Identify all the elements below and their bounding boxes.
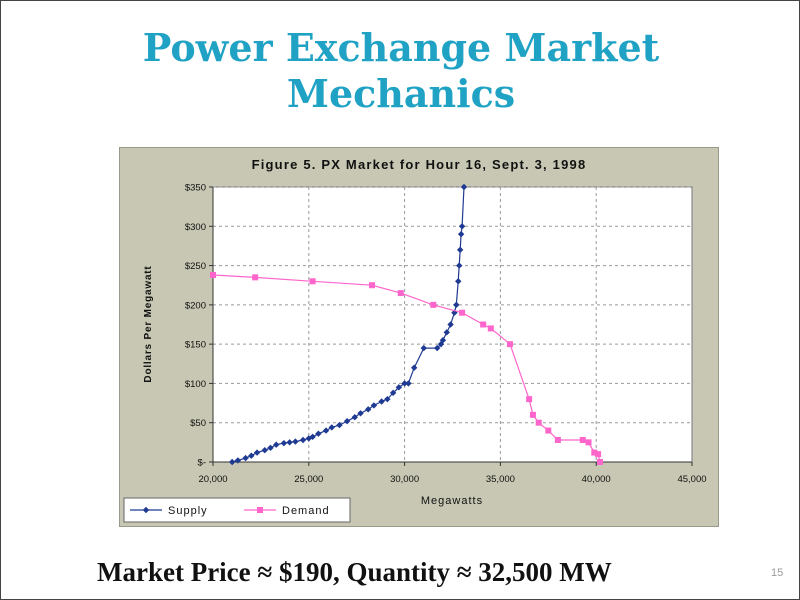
legend-demand-marker <box>257 507 263 513</box>
x-tick-label: 25,000 <box>294 474 323 485</box>
supply-point <box>286 439 293 446</box>
demand-point <box>480 321 487 328</box>
x-axis-label: Megawatts <box>421 495 483 507</box>
demand-point <box>397 290 404 297</box>
supply-point <box>439 337 447 344</box>
x-tick-label: 30,000 <box>390 474 419 485</box>
demand-point <box>506 341 513 348</box>
grid-layer <box>213 186 692 462</box>
supply-point <box>328 424 335 431</box>
demand-point <box>459 309 466 316</box>
demand-point <box>210 272 216 278</box>
supply-point <box>357 410 364 417</box>
caption: Market Price ≈ $190, Quantity ≈ 32,500 M… <box>97 557 612 587</box>
supply-point <box>410 364 418 371</box>
legend-items: Supply Demand <box>130 505 330 517</box>
supply-point <box>457 230 465 238</box>
supply-point <box>309 433 316 441</box>
chart-figure: Figure 5. PX Market for Hour 16, Sept. 3… <box>119 147 719 527</box>
demand-point <box>579 437 586 443</box>
supply-point <box>292 438 299 445</box>
demand-point <box>597 459 604 465</box>
supply-point <box>364 406 372 413</box>
chart-svg: Figure 5. PX Market for Hour 16, Sept. 3… <box>123 157 707 523</box>
supply-point <box>351 414 358 421</box>
supply-point <box>456 246 464 254</box>
demand-point <box>252 274 259 281</box>
y-tick-label: $200 <box>185 300 206 311</box>
supply-point <box>370 402 378 409</box>
y-tick-label: $100 <box>185 379 206 390</box>
supply-point <box>336 421 343 429</box>
supply-point <box>315 430 322 437</box>
demand-point <box>545 427 552 434</box>
demand-point <box>309 278 316 285</box>
x-tick-label: 45,000 <box>677 474 706 485</box>
y-tick-label: $250 <box>185 261 206 272</box>
legend-demand-label: Demand <box>282 505 330 517</box>
chart-title: Figure 5. PX Market for Hour 16, Sept. 3… <box>252 157 587 172</box>
supply-point <box>299 436 307 444</box>
demand-point <box>487 325 494 332</box>
y-tick-label: $350 <box>185 183 206 194</box>
demand-point <box>554 437 561 443</box>
supply-point <box>456 262 463 269</box>
y-tick-label: $50 <box>190 418 206 429</box>
supply-point <box>234 457 242 464</box>
supply-point <box>261 447 268 454</box>
supply-point <box>447 321 454 328</box>
slide-title: Power Exchange Market Mechanics <box>1 25 800 117</box>
page-number: 15 <box>771 567 784 579</box>
supply-point <box>242 454 249 462</box>
x-tick-label: 20,000 <box>198 474 227 485</box>
x-tick-label: 35,000 <box>486 474 515 485</box>
y-axis-label: Dollars Per Megawatt <box>143 265 154 382</box>
demand-point <box>369 282 376 289</box>
supply-point <box>405 380 412 387</box>
x-tick-label: 40,000 <box>582 474 611 485</box>
legend-supply-label: Supply <box>168 505 208 517</box>
supply-point <box>322 427 330 434</box>
axis-layer: $- $50 $100 $150 $200 $250 $300 $350 20,000 25,00… <box>185 183 707 486</box>
supply-point <box>248 452 255 459</box>
demand-point <box>585 439 592 446</box>
supply-point <box>253 449 261 456</box>
y-tick-label: $150 <box>185 340 206 351</box>
supply-point <box>343 417 351 425</box>
demand-point <box>591 449 598 456</box>
demand-point <box>595 451 602 458</box>
supply-point <box>267 444 274 452</box>
legend: Supply Demand <box>123 497 351 523</box>
supply-point <box>378 398 385 405</box>
y-tick-label: $300 <box>185 222 206 233</box>
demand-point <box>529 411 536 418</box>
slide-title-line-1: Power Exchange Market <box>142 25 660 70</box>
supply-point <box>458 223 466 230</box>
supply-point <box>433 344 441 352</box>
supply-point <box>228 458 236 466</box>
y-tick-label: $- <box>198 458 206 469</box>
slide-title-line-2: Mechanics <box>286 71 516 116</box>
supply-point <box>420 344 427 352</box>
supply-point <box>401 380 408 387</box>
demand-point <box>535 419 542 426</box>
demand-point <box>430 301 437 308</box>
demand-point <box>526 396 533 403</box>
supply-point <box>455 278 462 285</box>
